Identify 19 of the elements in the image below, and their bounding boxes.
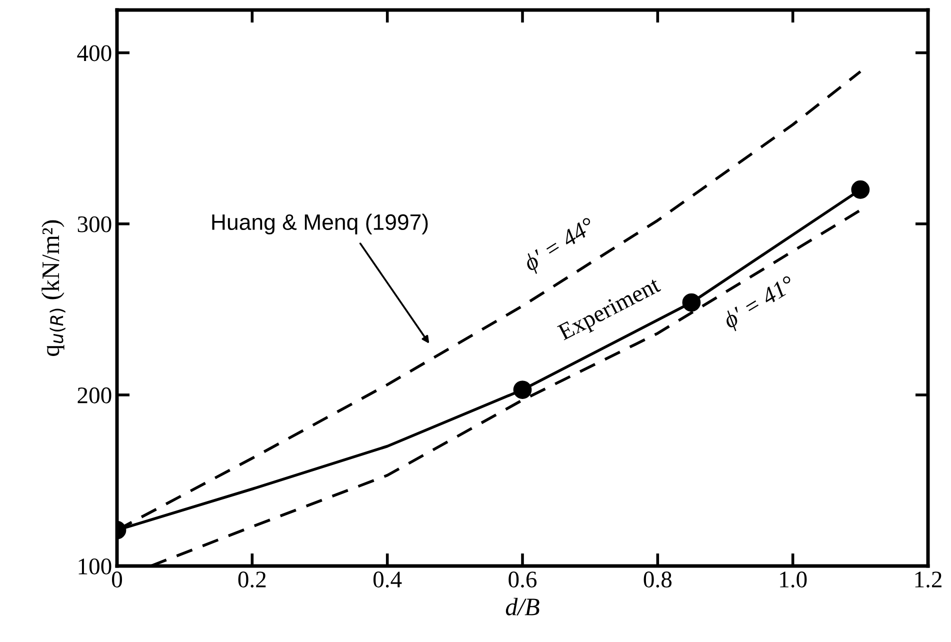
text: ϕ′ = 44° [522, 216, 599, 276]
y-axis-title: q$_{u(R)}$ (kN/m²) [42, 220, 66, 356]
y-tick-label: 400 [77, 45, 112, 62]
x-tick-label: 0 [112, 572, 122, 588]
x-tick-label: 0.2 [238, 572, 266, 588]
annotation: Huang & Menq (1997) [212, 214, 428, 234]
y-tick-label: 100 [78, 558, 112, 574]
x-tick-label: 1.2 [915, 572, 942, 588]
x-tick-label: 0.4 [373, 572, 402, 588]
y-tick-label: 200 [78, 387, 112, 404]
point [513, 380, 532, 399]
x-tick-label: 0.8 [644, 572, 672, 588]
point [682, 293, 701, 312]
text: ϕ′ = 41° [721, 274, 799, 333]
point [851, 180, 870, 199]
x-tick-label: 1.0 [780, 572, 807, 588]
x-axis-title: d/B [506, 598, 540, 616]
x-tick-label: 0.6 [508, 572, 537, 588]
y-tick-label: 300 [78, 216, 112, 232]
